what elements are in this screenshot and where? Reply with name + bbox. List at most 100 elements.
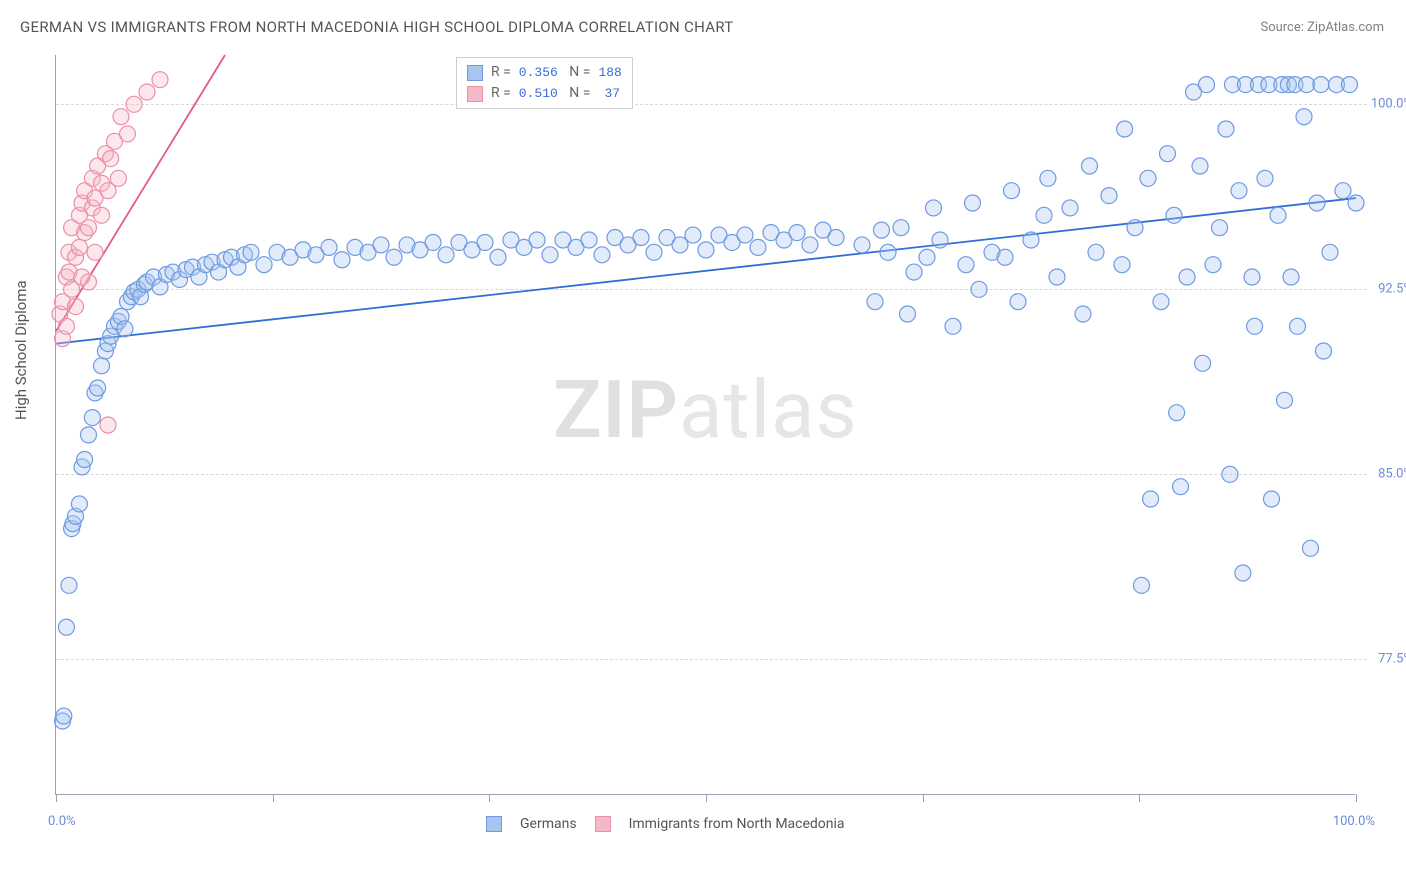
- data-point: [1117, 121, 1133, 137]
- ytick-label: 100.0%: [1371, 97, 1406, 112]
- legend-label: Immigrants from North Macedonia: [629, 816, 845, 832]
- data-point: [100, 417, 116, 433]
- data-point: [1004, 183, 1020, 199]
- data-point: [1082, 158, 1098, 174]
- data-point: [71, 239, 87, 255]
- data-point: [965, 195, 981, 211]
- data-point: [1231, 183, 1247, 199]
- source-label: Source: ZipAtlas.com: [1260, 20, 1384, 35]
- data-point: [256, 257, 272, 273]
- data-point: [81, 427, 97, 443]
- data-point: [1192, 158, 1208, 174]
- data-point: [874, 222, 890, 238]
- scatter-svg: [56, 55, 1356, 795]
- data-point: [1127, 220, 1143, 236]
- y-axis-label: High School Diploma: [12, 280, 30, 420]
- data-point: [1114, 257, 1130, 273]
- data-point: [1322, 244, 1338, 260]
- data-point: [58, 318, 74, 334]
- data-point: [68, 299, 84, 315]
- data-point: [1316, 343, 1332, 359]
- data-point: [1283, 269, 1299, 285]
- data-point: [490, 249, 506, 265]
- data-point: [1075, 306, 1091, 322]
- data-point: [789, 225, 805, 241]
- data-point: [1348, 195, 1364, 211]
- xtick: [56, 794, 57, 802]
- data-point: [1134, 577, 1150, 593]
- swatch-macedonia: [467, 86, 483, 102]
- data-point: [58, 619, 74, 635]
- xtick: [273, 794, 274, 802]
- data-point: [685, 227, 701, 243]
- data-point: [120, 126, 136, 142]
- data-point: [997, 249, 1013, 265]
- data-point: [1335, 183, 1351, 199]
- data-point: [321, 239, 337, 255]
- data-point: [1212, 220, 1228, 236]
- data-point: [110, 170, 126, 186]
- data-point: [1235, 565, 1251, 581]
- data-point: [633, 230, 649, 246]
- data-point: [971, 281, 987, 297]
- data-point: [1153, 294, 1169, 310]
- data-point: [1218, 121, 1234, 137]
- data-point: [113, 109, 129, 125]
- ytick-label: 77.5%: [1378, 652, 1406, 667]
- data-point: [828, 230, 844, 246]
- data-point: [919, 249, 935, 265]
- data-point: [373, 237, 389, 253]
- data-point: [1010, 294, 1026, 310]
- data-point: [802, 237, 818, 253]
- data-point: [854, 237, 870, 253]
- trend-line: [56, 198, 1356, 344]
- data-point: [386, 249, 402, 265]
- data-point: [334, 252, 350, 268]
- data-point: [1205, 257, 1221, 273]
- data-point: [87, 244, 103, 260]
- data-point: [126, 96, 142, 112]
- data-point: [1049, 269, 1065, 285]
- data-point: [103, 151, 119, 167]
- data-point: [1257, 170, 1273, 186]
- data-point: [1342, 77, 1358, 93]
- data-point: [646, 244, 662, 260]
- x-axis-max-label: 100.0%: [1333, 814, 1375, 829]
- data-point: [880, 244, 896, 260]
- legend-label: Germans: [520, 816, 577, 832]
- data-point: [542, 247, 558, 263]
- data-point: [581, 232, 597, 248]
- legend-correlation: R =0.356 N =188 R =0.510 N =37: [456, 57, 633, 109]
- ytick-label: 92.5%: [1378, 282, 1406, 297]
- data-point: [152, 72, 168, 88]
- data-point: [81, 274, 97, 290]
- data-point: [958, 257, 974, 273]
- data-point: [1036, 207, 1052, 223]
- data-point: [1040, 170, 1056, 186]
- data-point: [243, 244, 259, 260]
- data-point: [56, 708, 72, 724]
- data-point: [1062, 200, 1078, 216]
- data-point: [594, 247, 610, 263]
- xtick: [489, 794, 490, 802]
- data-point: [94, 358, 110, 374]
- data-point: [117, 321, 133, 337]
- data-point: [1140, 170, 1156, 186]
- swatch-germans: [467, 65, 483, 81]
- data-point: [84, 410, 100, 426]
- data-point: [1290, 318, 1306, 334]
- data-point: [1244, 269, 1260, 285]
- data-point: [425, 234, 441, 250]
- data-point: [1270, 207, 1286, 223]
- data-point: [737, 227, 753, 243]
- data-point: [529, 232, 545, 248]
- ytick-label: 85.0%: [1378, 467, 1406, 482]
- x-axis-min-label: 0.0%: [48, 814, 76, 829]
- legend-swatch: [595, 816, 611, 832]
- data-point: [90, 380, 106, 396]
- data-point: [1199, 77, 1215, 93]
- data-point: [867, 294, 883, 310]
- data-point: [1166, 207, 1182, 223]
- chart-title: GERMAN VS IMMIGRANTS FROM NORTH MACEDONI…: [20, 18, 734, 36]
- data-point: [81, 220, 97, 236]
